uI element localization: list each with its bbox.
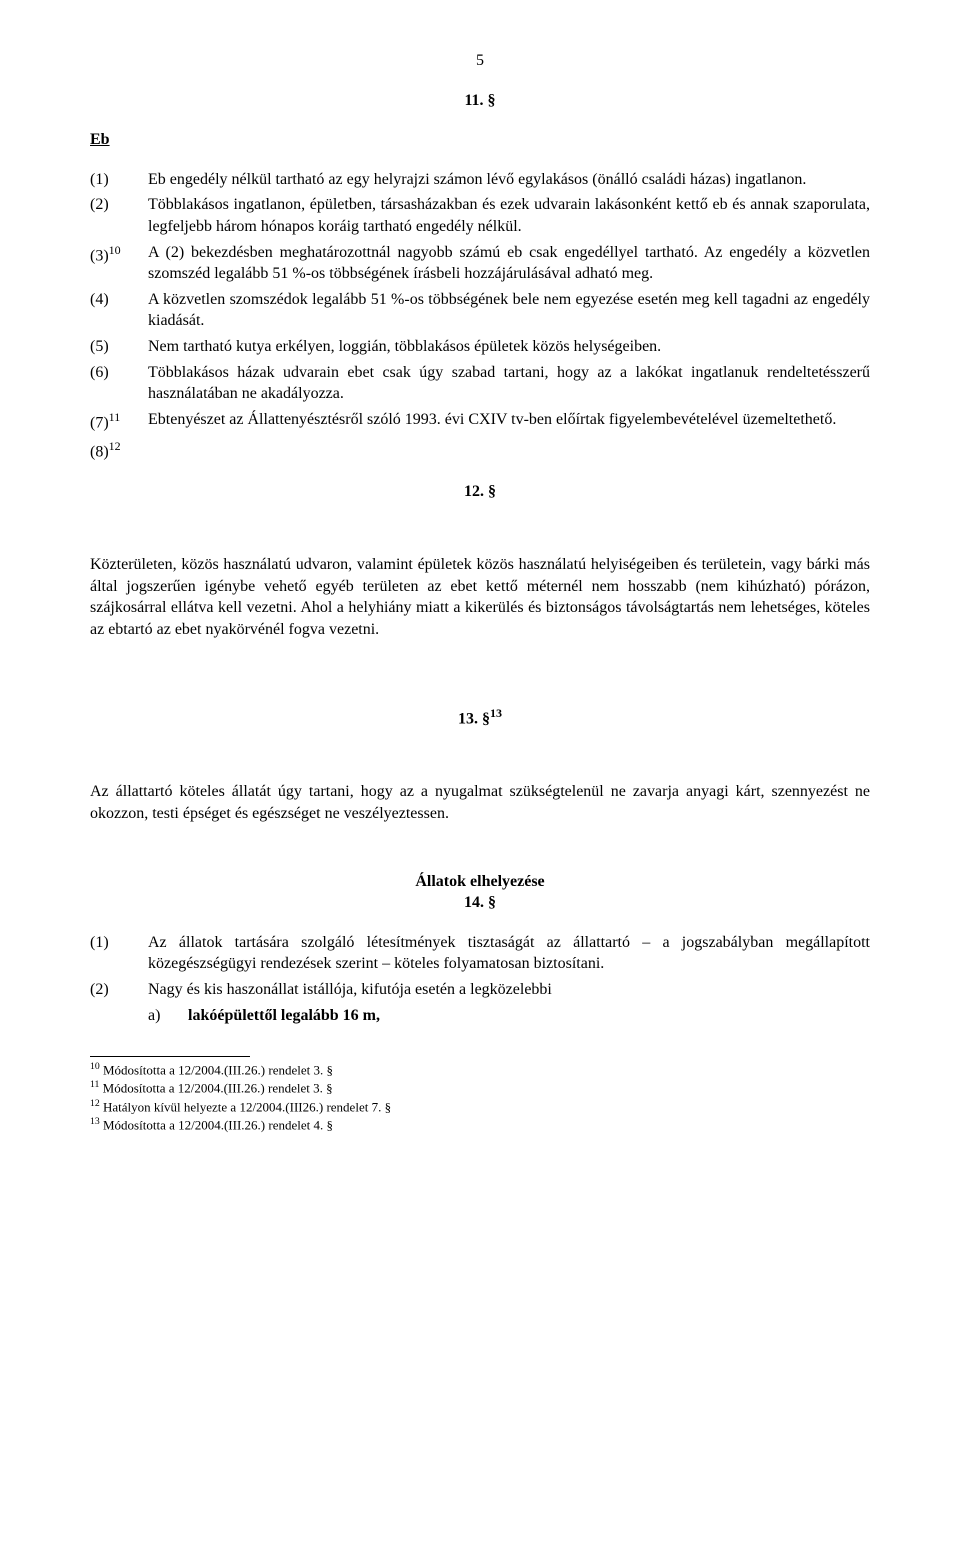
footnote-num: 11: [90, 1079, 99, 1090]
s11-item: (7)11 Ebtenyészet az Állattenyésztésről …: [90, 409, 870, 434]
section-11-number: 11. §: [90, 90, 870, 112]
para-text: Eb engedély nélkül tartható az egy helyr…: [148, 169, 870, 191]
para-label: (1): [90, 932, 148, 975]
s11-item: (4) A közvetlen szomszédok legalább 51 %…: [90, 289, 870, 332]
sub-text-bold: lakóépülettől legalább 16 m,: [188, 1007, 380, 1024]
footnote-separator: [90, 1056, 250, 1057]
para-label: (7)11: [90, 409, 148, 434]
para-text: Az állatok tartására szolgáló létesítmén…: [148, 932, 870, 975]
para-text: Nagy és kis haszonállat istállója, kifut…: [148, 979, 870, 1001]
s11-item: (3)10 A (2) bekezdésben meghatározottnál…: [90, 242, 870, 285]
footnote-num: 10: [90, 1061, 100, 1072]
sub-text: lakóépülettől legalább 16 m,: [188, 1005, 870, 1027]
footnote-text: Módosította a 12/2004.(III.26.) rendelet…: [99, 1081, 332, 1096]
footnotes: 10 Módosította a 12/2004.(III.26.) rende…: [90, 1061, 870, 1134]
s14-item: (1) Az állatok tartására szolgáló létesí…: [90, 932, 870, 975]
footnote-text: Módosította a 12/2004.(III.26.) rendelet…: [100, 1117, 333, 1132]
s11-item: (1) Eb engedély nélkül tartható az egy h…: [90, 169, 870, 191]
footnote-text: Módosította a 12/2004.(III.26.) rendelet…: [100, 1063, 333, 1078]
section-13-body: Az állattartó köteles állatát úgy tartan…: [90, 781, 870, 824]
footnote-ref: 13: [490, 706, 502, 720]
para-label: (2): [90, 979, 148, 1001]
para-text: A közvetlen szomszédok legalább 51 %-os …: [148, 289, 870, 332]
para-label: (8)12: [90, 438, 148, 463]
footnote-text: Hatályon kívül helyezte a 12/2004.(III26…: [100, 1099, 391, 1114]
section-14-body: (1) Az állatok tartására szolgáló létesí…: [90, 932, 870, 1026]
s14-subitem: a) lakóépülettől legalább 16 m,: [148, 1005, 870, 1027]
section-13-num-text: 13. §: [458, 710, 490, 727]
para-label: (4): [90, 289, 148, 332]
footnote: 13 Módosította a 12/2004.(III.26.) rende…: [90, 1116, 870, 1134]
footnote: 10 Módosította a 12/2004.(III.26.) rende…: [90, 1061, 870, 1079]
footnote: 12 Hatályon kívül helyezte a 12/2004.(II…: [90, 1098, 870, 1116]
section-14-number: 14. §: [90, 892, 870, 914]
document-page: 5 11. § Eb (1) Eb engedély nélkül tartha…: [0, 0, 960, 1541]
s11-item: (2) Többlakásos ingatlanon, épületben, t…: [90, 194, 870, 237]
para-text: Nem tartható kutya erkélyen, loggián, tö…: [148, 336, 870, 358]
section-12-number: 12. §: [90, 481, 870, 503]
para-text: Többlakásos ingatlanon, épületben, társa…: [148, 194, 870, 237]
s14-item: (2) Nagy és kis haszonállat istállója, k…: [90, 979, 870, 1001]
para-label: (2): [90, 194, 148, 237]
sub-label: a): [148, 1005, 188, 1027]
footnote: 11 Módosította a 12/2004.(III.26.) rende…: [90, 1079, 870, 1097]
section-11-title: Eb: [90, 129, 870, 151]
footnote-ref: 12: [109, 439, 121, 453]
section-13-number: 13. §13: [90, 705, 870, 730]
page-number: 5: [90, 50, 870, 72]
para-text: [148, 438, 870, 463]
s11-item: (6) Többlakásos házak udvarain ebet csak…: [90, 362, 870, 405]
para-label: (3)10: [90, 242, 148, 285]
section-11-body: (1) Eb engedély nélkül tartható az egy h…: [90, 169, 870, 463]
para-label-text: (8): [90, 443, 109, 460]
para-label: (6): [90, 362, 148, 405]
para-text: Többlakásos házak udvarain ebet csak úgy…: [148, 362, 870, 405]
para-label-text: (7): [90, 414, 109, 431]
section-12-body: Közterületen, közös használatú udvaron, …: [90, 554, 870, 640]
para-label: (5): [90, 336, 148, 358]
footnote-ref: 10: [109, 243, 121, 257]
section-14-heading: Állatok elhelyezése: [90, 871, 870, 893]
footnote-ref: 11: [109, 410, 121, 424]
para-text: Ebtenyészet az Állattenyésztésről szóló …: [148, 409, 870, 434]
para-text: A (2) bekezdésben meghatározottnál nagyo…: [148, 242, 870, 285]
footnote-num: 12: [90, 1098, 100, 1109]
footnote-num: 13: [90, 1116, 100, 1127]
s11-item: (8)12: [90, 438, 870, 463]
para-label: (1): [90, 169, 148, 191]
para-label-text: (3): [90, 247, 109, 264]
s11-item: (5) Nem tartható kutya erkélyen, loggián…: [90, 336, 870, 358]
